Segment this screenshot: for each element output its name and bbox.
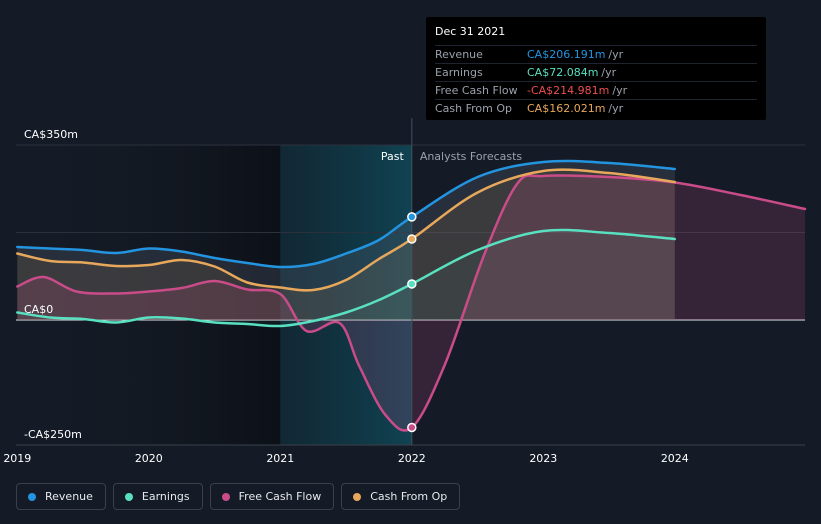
legend-dot-icon	[353, 492, 362, 501]
area-cash-from-op	[17, 169, 675, 320]
tooltip-value: -CA$214.981m	[527, 84, 610, 97]
area-revenue	[17, 160, 675, 320]
legend-label: Revenue	[45, 490, 93, 503]
tooltip-unit: /yr	[601, 66, 617, 79]
tooltip-label: Cash From Op	[435, 102, 513, 115]
x-tick-label: 2023	[529, 452, 557, 465]
marker-free-cash-flow	[407, 422, 417, 433]
tooltip-value: CA$162.021m	[527, 102, 606, 115]
tooltip-row-free-cash-flow: Free Cash Flow -CA$214.981m /yr	[435, 81, 757, 99]
forecast-label: Analysts Forecasts	[420, 150, 523, 163]
line-free-cash-flow	[16, 174, 807, 432]
y-axis-label: -CA$250m	[24, 428, 82, 441]
past-label: Past	[381, 150, 405, 163]
legend-item-cash-from-op[interactable]: Cash From Op	[341, 483, 461, 510]
tooltip-label: Free Cash Flow	[435, 84, 518, 97]
tooltip-row-earnings: Earnings CA$72.084m /yr	[435, 63, 757, 81]
x-tick-label: 2020	[135, 452, 163, 465]
x-tick-label: 2019	[3, 452, 31, 465]
tooltip-date: Dec 31 2021	[435, 25, 506, 38]
legend: Revenue Earnings Free Cash Flow Cash Fro…	[16, 483, 461, 510]
legend-label: Cash From Op	[370, 490, 448, 503]
tooltip-unit: /yr	[608, 48, 624, 61]
area-free-cash-flow	[17, 175, 806, 431]
area-earnings	[17, 229, 675, 327]
y-axis-label: CA$0	[24, 303, 53, 316]
tooltip-row-cash-from-op: Cash From Op CA$162.021m /yr	[435, 99, 757, 117]
legend-item-earnings[interactable]: Earnings	[112, 483, 203, 510]
legend-label: Earnings	[141, 490, 190, 503]
y-axis-label: CA$350m	[24, 128, 78, 141]
x-tick-label: 2024	[661, 452, 689, 465]
line-revenue	[16, 159, 677, 269]
marker-earnings	[407, 279, 417, 289]
tooltip-label: Earnings	[435, 66, 483, 79]
line-cash-from-op	[16, 168, 677, 292]
marker-revenue	[407, 212, 417, 222]
line-earnings	[16, 228, 677, 328]
tooltip-value: CA$72.084m	[527, 66, 599, 79]
legend-label: Free Cash Flow	[238, 490, 322, 503]
tooltip-row-revenue: Revenue CA$206.191m /yr	[435, 45, 757, 63]
x-tick-label: 2022	[398, 452, 426, 465]
x-tick-label: 2021	[266, 452, 294, 465]
tooltip-value: CA$206.191m	[527, 48, 606, 61]
legend-item-free-cash-flow[interactable]: Free Cash Flow	[209, 483, 335, 510]
marker-cash-from-op	[407, 234, 417, 244]
tooltip-label: Revenue	[435, 48, 483, 61]
past-shading	[16, 145, 281, 445]
tooltip-unit: /yr	[612, 84, 628, 97]
legend-item-revenue[interactable]: Revenue	[16, 483, 106, 510]
legend-dot-icon	[124, 492, 133, 501]
legend-dot-icon	[28, 492, 36, 501]
legend-dot-icon	[221, 492, 230, 501]
tooltip: Dec 31 2021 Revenue CA$206.191m /yr Earn…	[426, 17, 766, 120]
tooltip-unit: /yr	[608, 102, 624, 115]
